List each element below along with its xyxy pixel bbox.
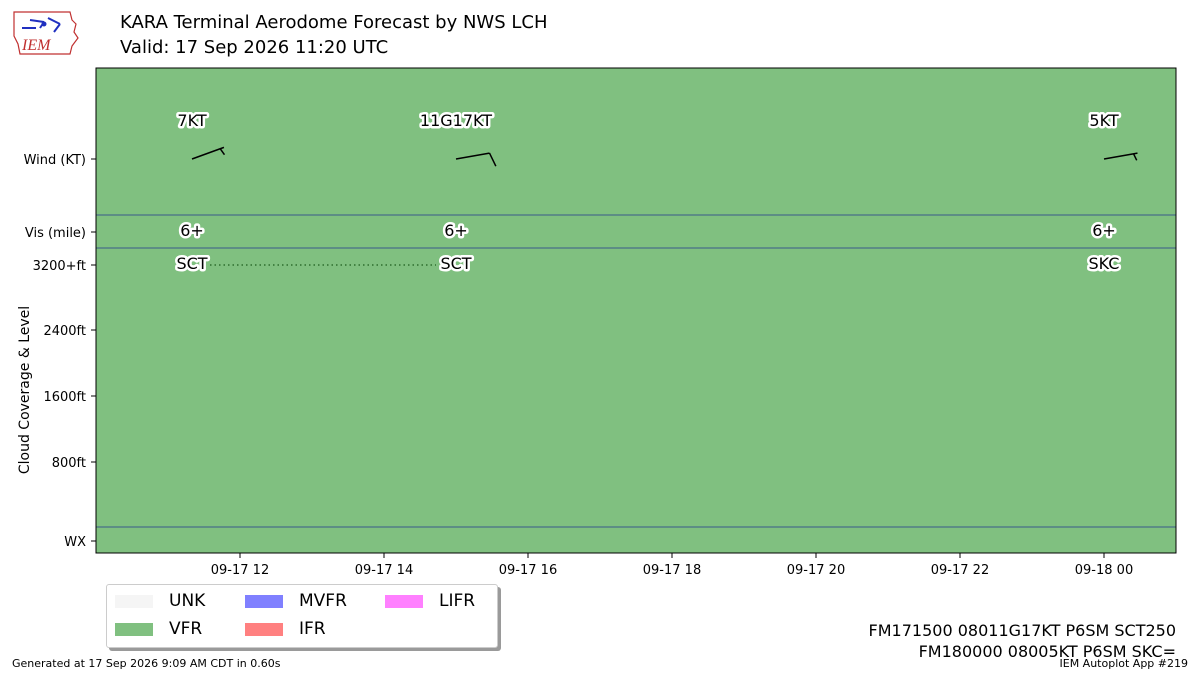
wind-barb-feather — [488, 152, 497, 167]
legend-item-unk: UNK — [115, 591, 205, 611]
legend-swatch-vfr — [115, 622, 153, 636]
wind-label-halo: 5KT — [1089, 111, 1118, 130]
app-note: IEM Autoplot App #219 — [1059, 657, 1189, 670]
legend-item-mvfr: MVFR — [245, 591, 347, 611]
x-tick-label: 09-17 18 — [643, 563, 701, 578]
generated-note: Generated at 17 Sep 2026 9:09 AM CDT in … — [12, 657, 281, 670]
vis-label: 6+ — [1092, 221, 1116, 240]
legend: UNK MVFR LIFR VFR IFR — [106, 584, 498, 648]
vis-label-halo: 6+ — [444, 221, 468, 240]
y-tick-label: 3200+ft — [33, 259, 86, 274]
page-subtitle: Valid: 17 Sep 2026 11:20 UTC — [120, 37, 389, 58]
wind-label-halo: 11G17KT — [420, 111, 492, 130]
legend-swatch-unk — [115, 594, 153, 608]
legend-item-ifr: IFR — [245, 619, 326, 639]
x-tick-label: 09-17 22 — [931, 563, 989, 578]
legend-label-ifr: IFR — [299, 619, 326, 639]
wind-barb-shaft — [191, 146, 225, 160]
y-axis-label: Cloud Coverage & Level — [17, 306, 33, 474]
vis-label: 6+ — [444, 221, 468, 240]
wind-label: 11G17KT — [420, 111, 492, 130]
wind-label-halo: 7KT — [177, 111, 206, 130]
wind-barb-half-feather — [1132, 153, 1138, 161]
y-tick-label: WX — [64, 535, 86, 550]
cloud-label: SCT — [176, 254, 207, 273]
logo-text: IEM — [21, 37, 52, 54]
vis-label: 6+ — [180, 221, 204, 240]
legend-item-lifr: LIFR — [385, 591, 475, 611]
taf-text: FM171500 08011G17KT P6SM SCT250 FM180000… — [869, 620, 1176, 662]
cloud-label-halo: SCT — [176, 254, 207, 273]
taf-line-1: FM171500 08011G17KT P6SM SCT250 — [868, 621, 1176, 640]
legend-label-lifr: LIFR — [439, 591, 476, 611]
wind-label: 7KT — [177, 111, 206, 130]
y-tick-label: 2400ft — [43, 324, 86, 339]
taf-line-2: FM180000 08005KT P6SM SKC= — [918, 642, 1176, 661]
y-tick-label: 800ft — [52, 456, 86, 471]
legend-label-mvfr: MVFR — [299, 591, 347, 611]
y-tick-label: Wind (KT) — [24, 153, 86, 168]
x-tick-label: 09-18 00 — [1075, 563, 1133, 578]
legend-label-unk: UNK — [169, 591, 206, 611]
wind-barb-shaft — [455, 152, 490, 160]
page-title: KARA Terminal Aerodome Forecast by NWS L… — [120, 12, 548, 33]
x-tick-label: 09-17 12 — [211, 563, 269, 578]
x-tick-label: 09-17 20 — [787, 563, 845, 578]
iem-logo: IEM — [13, 11, 79, 55]
vis-label-halo: 6+ — [180, 221, 204, 240]
legend-label-vfr: VFR — [169, 619, 203, 639]
cloud-label: SCT — [440, 254, 471, 273]
wind-label: 5KT — [1089, 111, 1118, 130]
legend-swatch-lifr — [385, 594, 423, 608]
y-tick-label: Vis (mile) — [25, 226, 86, 241]
cloud-label: SKC — [1089, 254, 1120, 273]
vis-label-halo: 6+ — [1092, 221, 1116, 240]
legend-swatch-mvfr — [245, 594, 283, 608]
category-fill — [96, 68, 1176, 553]
legend-item-vfr: VFR — [115, 619, 202, 639]
x-tick-label: 09-17 16 — [499, 563, 557, 578]
wind-barb-shaft — [1103, 152, 1138, 160]
plot-frame — [95, 67, 1177, 554]
y-tick-label: 1600ft — [43, 390, 86, 405]
wind-barb-half-feather — [219, 148, 226, 156]
x-tick-label: 09-17 14 — [355, 563, 413, 578]
cloud-label-halo: SKC — [1089, 254, 1120, 273]
cloud-label-halo: SCT — [440, 254, 471, 273]
legend-swatch-ifr — [245, 622, 283, 636]
